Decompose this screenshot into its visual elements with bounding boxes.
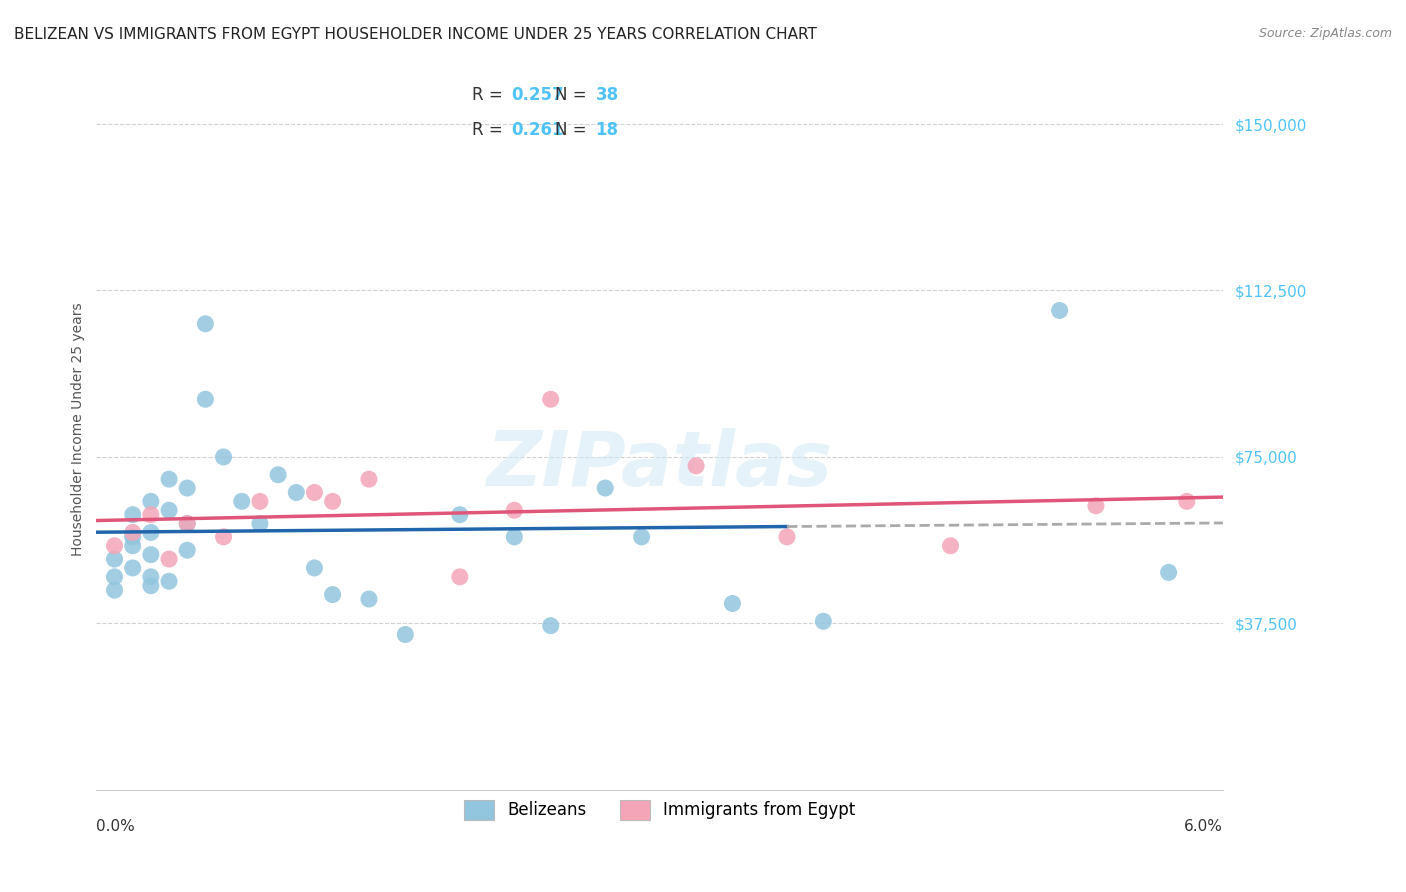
- Point: [139, 508, 162, 522]
- Point: [176, 481, 198, 495]
- Point: [685, 458, 707, 473]
- Text: R =: R =: [471, 120, 508, 139]
- Point: [121, 539, 143, 553]
- Point: [157, 574, 180, 589]
- Point: [630, 530, 652, 544]
- Point: [1157, 566, 1180, 580]
- Point: [176, 516, 198, 531]
- Text: R =: R =: [471, 87, 508, 104]
- Point: [139, 570, 162, 584]
- Point: [1049, 303, 1071, 318]
- Text: 18: 18: [596, 120, 619, 139]
- Point: [121, 525, 143, 540]
- Text: ZIPatlas: ZIPatlas: [486, 428, 832, 502]
- Text: 38: 38: [596, 87, 619, 104]
- Text: N =: N =: [555, 120, 592, 139]
- Point: [503, 503, 526, 517]
- Point: [121, 508, 143, 522]
- Point: [322, 588, 344, 602]
- Point: [304, 485, 326, 500]
- Point: [503, 530, 526, 544]
- Point: [121, 561, 143, 575]
- Legend: Belizeans, Immigrants from Egypt: Belizeans, Immigrants from Egypt: [456, 791, 863, 829]
- Point: [322, 494, 344, 508]
- Point: [176, 543, 198, 558]
- Point: [212, 530, 235, 544]
- Text: BELIZEAN VS IMMIGRANTS FROM EGYPT HOUSEHOLDER INCOME UNDER 25 YEARS CORRELATION : BELIZEAN VS IMMIGRANTS FROM EGYPT HOUSEH…: [14, 27, 817, 42]
- Point: [139, 548, 162, 562]
- Point: [1084, 499, 1107, 513]
- Y-axis label: Householder Income Under 25 years: Householder Income Under 25 years: [72, 302, 86, 556]
- Point: [231, 494, 253, 508]
- Point: [103, 552, 125, 566]
- Point: [139, 579, 162, 593]
- Point: [813, 614, 835, 628]
- Point: [394, 627, 416, 641]
- Point: [1175, 494, 1198, 508]
- Point: [157, 472, 180, 486]
- Point: [121, 530, 143, 544]
- Point: [194, 317, 217, 331]
- Point: [540, 618, 562, 632]
- Point: [593, 481, 616, 495]
- Text: 0.0%: 0.0%: [97, 819, 135, 834]
- Point: [139, 525, 162, 540]
- Point: [285, 485, 308, 500]
- Point: [304, 561, 326, 575]
- Point: [157, 552, 180, 566]
- Point: [103, 583, 125, 598]
- Point: [357, 472, 380, 486]
- Text: 0.261: 0.261: [510, 120, 564, 139]
- Text: N =: N =: [555, 87, 592, 104]
- Point: [103, 539, 125, 553]
- Point: [212, 450, 235, 464]
- Point: [249, 494, 271, 508]
- Point: [249, 516, 271, 531]
- Point: [939, 539, 962, 553]
- Point: [776, 530, 799, 544]
- Text: 6.0%: 6.0%: [1184, 819, 1223, 834]
- Point: [357, 592, 380, 607]
- Text: Source: ZipAtlas.com: Source: ZipAtlas.com: [1258, 27, 1392, 40]
- Point: [176, 516, 198, 531]
- Point: [267, 467, 290, 482]
- Point: [449, 508, 471, 522]
- Point: [194, 392, 217, 407]
- Point: [449, 570, 471, 584]
- Point: [157, 503, 180, 517]
- Point: [721, 597, 744, 611]
- Point: [139, 494, 162, 508]
- Point: [103, 570, 125, 584]
- Point: [540, 392, 562, 407]
- Text: 0.257: 0.257: [510, 87, 564, 104]
